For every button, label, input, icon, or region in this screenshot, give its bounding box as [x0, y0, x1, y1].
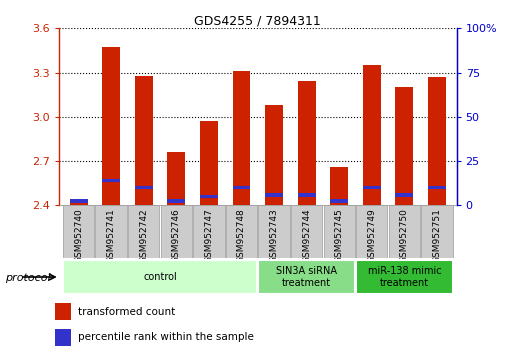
Bar	[55, 303, 71, 320]
FancyBboxPatch shape	[356, 205, 387, 258]
Text: GSM952749: GSM952749	[367, 208, 377, 263]
FancyBboxPatch shape	[193, 205, 225, 258]
Bar	[265, 193, 283, 196]
Bar	[363, 186, 381, 189]
Text: GSM952747: GSM952747	[204, 208, 213, 263]
Bar	[232, 71, 250, 205]
FancyBboxPatch shape	[324, 205, 355, 258]
Text: percentile rank within the sample: percentile rank within the sample	[78, 332, 253, 342]
Text: GSM952751: GSM952751	[432, 208, 442, 263]
Text: transformed count: transformed count	[78, 307, 175, 316]
Bar	[396, 87, 413, 205]
Bar	[265, 105, 283, 205]
FancyBboxPatch shape	[63, 260, 257, 294]
Text: GSM952746: GSM952746	[172, 208, 181, 263]
Bar	[167, 199, 185, 202]
Bar	[167, 152, 185, 205]
FancyBboxPatch shape	[259, 260, 355, 294]
Bar	[102, 179, 120, 182]
Text: protocol: protocol	[5, 273, 51, 283]
Bar	[298, 81, 315, 205]
Bar	[330, 167, 348, 205]
Bar	[200, 195, 218, 198]
Text: GSM952743: GSM952743	[269, 208, 279, 263]
Bar	[200, 121, 218, 205]
Bar	[330, 199, 348, 202]
FancyBboxPatch shape	[226, 205, 257, 258]
FancyBboxPatch shape	[356, 260, 452, 294]
Bar	[396, 193, 413, 196]
Text: GSM952748: GSM952748	[237, 208, 246, 263]
Bar	[428, 77, 446, 205]
Text: GSM952741: GSM952741	[107, 208, 115, 263]
FancyBboxPatch shape	[389, 205, 420, 258]
Text: GSM952750: GSM952750	[400, 208, 409, 263]
Bar	[298, 193, 315, 196]
FancyBboxPatch shape	[421, 205, 452, 258]
Bar	[102, 47, 120, 205]
Text: SIN3A siRNA
treatment: SIN3A siRNA treatment	[276, 266, 337, 288]
Text: miR-138 mimic
treatment: miR-138 mimic treatment	[368, 266, 441, 288]
FancyBboxPatch shape	[161, 205, 192, 258]
Bar	[135, 186, 153, 189]
Bar	[70, 199, 88, 202]
FancyBboxPatch shape	[259, 205, 290, 258]
Text: GSM952744: GSM952744	[302, 208, 311, 263]
Bar	[135, 75, 153, 205]
Text: GSM952745: GSM952745	[335, 208, 344, 263]
FancyBboxPatch shape	[291, 205, 322, 258]
FancyBboxPatch shape	[128, 205, 160, 258]
Bar	[55, 329, 71, 346]
FancyBboxPatch shape	[63, 205, 94, 258]
Text: GSM952742: GSM952742	[139, 208, 148, 263]
Bar	[363, 65, 381, 205]
Bar	[232, 186, 250, 189]
Bar	[70, 201, 88, 205]
FancyBboxPatch shape	[95, 205, 127, 258]
Text: GSM952740: GSM952740	[74, 208, 83, 263]
Text: control: control	[143, 272, 177, 282]
Title: GDS4255 / 7894311: GDS4255 / 7894311	[194, 14, 321, 27]
Bar	[428, 186, 446, 189]
